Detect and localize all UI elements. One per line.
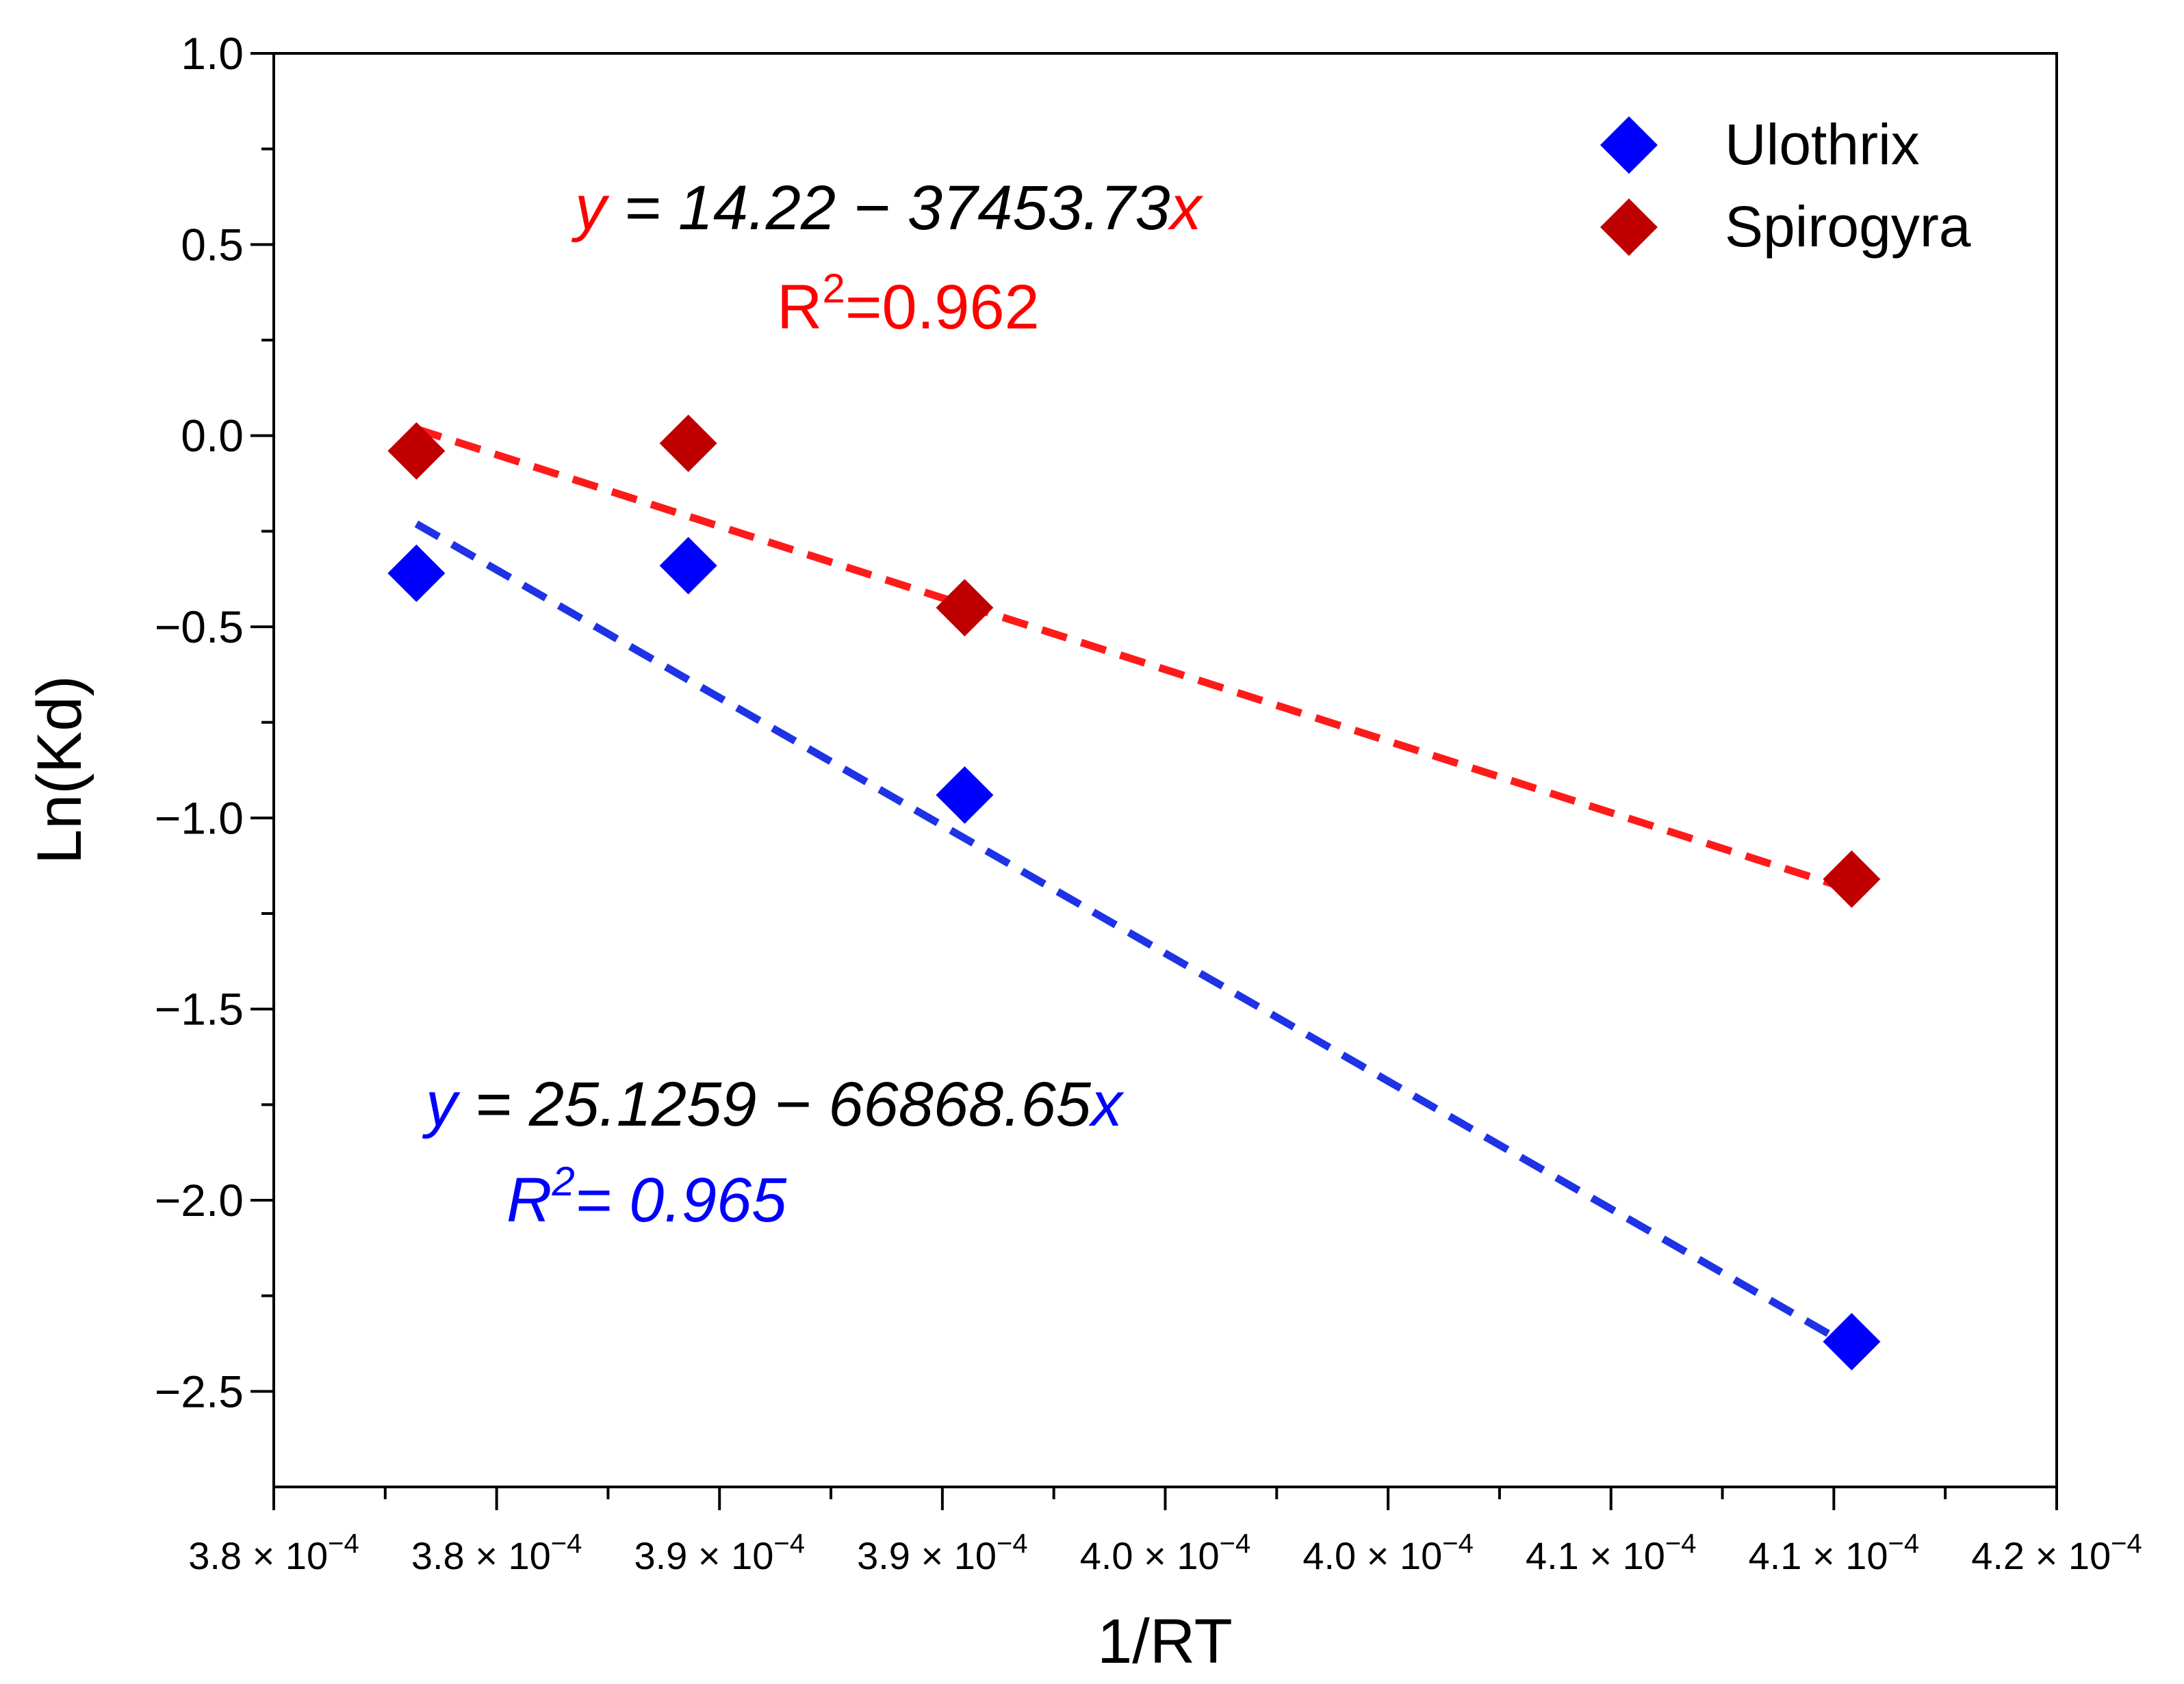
x-tick-label: 4.1 × 10−4	[1526, 1529, 1697, 1577]
y-tick-label: −0.5	[155, 601, 244, 652]
x-axis-title: 1/RT	[1097, 1607, 1233, 1676]
ulothrix-r2-prefix: R	[506, 1165, 552, 1235]
x-tick-label: 3.8 × 10−4	[411, 1529, 582, 1577]
spirogyra-eq-x: x	[1168, 173, 1204, 243]
ulothrix-r2-exp: 2	[551, 1158, 574, 1204]
y-tick-label: −1.5	[155, 984, 244, 1035]
x-axis: 3.8 × 10−4 3.8 × 10−4 3.9 × 10−4 3.9 × 10−4…	[188, 1487, 2142, 1577]
y-tick-label: 1.0	[181, 28, 244, 79]
ulothrix-equation: y = 25.1259 − 66868.65x	[422, 1070, 1125, 1139]
y-tick-label: −1.0	[155, 792, 244, 843]
point-spirogyra	[659, 414, 717, 472]
legend-marker-spirogyra	[1600, 198, 1658, 256]
x-tick-label: 4.0 × 10−4	[1080, 1529, 1251, 1577]
point-ulothrix	[659, 536, 717, 595]
y-axis-title: Ln(Kd)	[25, 675, 94, 864]
y-tick-label: −2.5	[155, 1366, 244, 1416]
x-tick-label: 3.9 × 10−4	[634, 1529, 805, 1577]
spirogyra-r2-prefix: R	[777, 272, 822, 342]
fit-line-spirogyra	[415, 425, 1853, 894]
point-ulothrix	[936, 766, 994, 824]
spirogyra-eq-y: y	[571, 173, 610, 243]
legend-label-spirogyra: Spirogyra	[1725, 194, 1971, 259]
point-ulothrix	[387, 544, 446, 602]
data-points	[387, 414, 1881, 1371]
spirogyra-r2: R2=0.962	[777, 265, 1040, 342]
x-tick-label: 4.0 × 10−4	[1302, 1529, 1474, 1577]
fit-lines	[414, 425, 1854, 1351]
ulothrix-r2-value: = 0.965	[575, 1165, 787, 1235]
point-spirogyra	[387, 422, 446, 480]
x-tick-label: 4.2 × 10−4	[1971, 1529, 2142, 1577]
y-tick-label: 0.5	[181, 219, 244, 270]
legend-label-ulothrix: Ulothrix	[1725, 112, 1920, 177]
y-tick-label: 0.0	[181, 411, 244, 461]
spirogyra-r2-exp: 2	[822, 265, 845, 311]
spirogyra-equation: y = 14.22 − 37453.73x	[571, 173, 1204, 243]
spirogyra-eq-body: = 14.22 − 37453.73	[606, 173, 1170, 243]
ulothrix-eq-y: y	[422, 1070, 461, 1139]
y-tick-label: −2.0	[155, 1175, 244, 1226]
ulothrix-r2: R2= 0.965	[506, 1158, 787, 1235]
y-axis: 1.0 0.5 0.0 −0.5 −1.0 −1.5 −2.0 −2.5	[155, 28, 274, 1416]
x-tick-label: 3.8 × 10−4	[188, 1529, 359, 1577]
ulothrix-eq-x: x	[1088, 1070, 1125, 1139]
ulothrix-eq-body: = 25.1259 − 66868.65	[457, 1070, 1092, 1139]
x-tick-label: 4.1 × 10−4	[1749, 1529, 1920, 1577]
spirogyra-r2-value: =0.962	[845, 272, 1040, 342]
legend: Ulothrix Spirogyra	[1600, 112, 1971, 259]
plot-area	[272, 52, 2058, 1488]
point-spirogyra	[1823, 850, 1881, 908]
fit-line-ulothrix	[414, 520, 1854, 1351]
point-spirogyra	[936, 579, 994, 637]
x-tick-label: 3.9 × 10−4	[857, 1529, 1028, 1577]
point-ulothrix	[1823, 1312, 1881, 1371]
legend-marker-ulothrix	[1600, 116, 1658, 174]
